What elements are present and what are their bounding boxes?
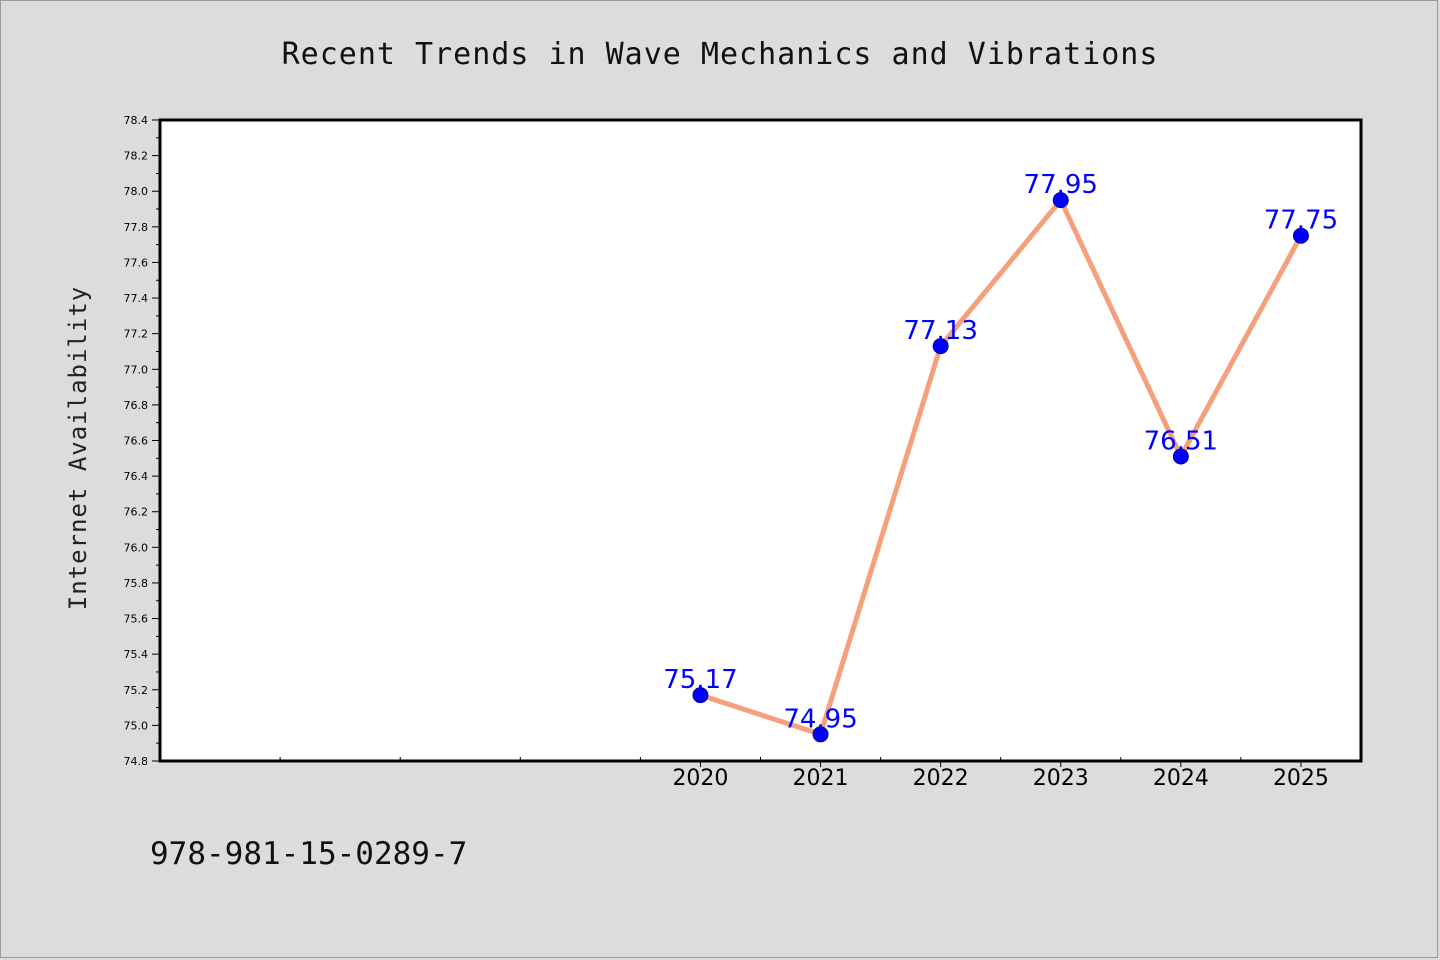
y-tick-label: 75.2 <box>124 684 149 697</box>
x-tick-label: 2023 <box>1033 766 1089 791</box>
x-tick-label: 2024 <box>1153 766 1209 791</box>
data-label: 77.95 <box>1024 170 1098 200</box>
y-tick-label: 77.0 <box>124 363 149 376</box>
data-label: 74.95 <box>783 704 857 734</box>
y-tick-label: 76.8 <box>124 399 149 412</box>
data-point <box>1052 192 1069 209</box>
series-line-layer <box>697 197 1304 737</box>
isbn-text: 978-981-15-0289-7 <box>150 836 467 872</box>
y-tick-label: 76.6 <box>124 435 149 448</box>
chart-title: Recent Trends in Wave Mechanics and Vibr… <box>282 37 1159 72</box>
x-tick-label: 2021 <box>793 766 849 791</box>
y-tick-label: 75.4 <box>124 648 149 661</box>
data-point <box>812 726 829 743</box>
y-tick-label: 74.8 <box>124 755 149 768</box>
y-tick-label: 77.4 <box>124 292 149 305</box>
y-tick-label: 76.4 <box>124 470 149 483</box>
y-tick-label: 75.0 <box>124 719 149 732</box>
data-point <box>1172 448 1189 465</box>
y-axis-label: Internet Availability <box>64 286 92 610</box>
y-tick-label: 77.6 <box>124 256 149 269</box>
y-tick-label: 76.2 <box>124 506 149 519</box>
x-tick-label: 2020 <box>672 766 728 791</box>
plot-area <box>158 118 1363 763</box>
y-tick-label: 77.2 <box>124 328 149 341</box>
y-axis: 74.8 75.0 75.2 75.4 75.6 75.8 76.0 76.2 76.4 76.6… <box>124 114 160 768</box>
y-tick-label: 78.2 <box>124 150 149 163</box>
x-tick-label: 2025 <box>1273 766 1329 791</box>
y-tick-label: 76.0 <box>124 541 149 554</box>
data-label: 77.13 <box>903 316 977 346</box>
labels-layer: 75.17 74.95 77.13 77.95 76.51 77.75 <box>663 170 1338 734</box>
data-point <box>1292 227 1309 244</box>
y-tick-label: 75.8 <box>124 577 149 590</box>
x-axis: 2020 2021 2022 2023 2024 2025 <box>279 757 1362 791</box>
data-point <box>932 338 949 355</box>
data-label: 77.75 <box>1264 206 1338 236</box>
series-line <box>697 197 1304 737</box>
points-layer <box>692 192 1309 743</box>
x-tick-label: 2022 <box>913 766 969 791</box>
y-tick-label: 78.0 <box>124 185 149 198</box>
data-point <box>692 687 709 704</box>
data-label: 76.51 <box>1144 427 1218 457</box>
y-tick-label: 75.6 <box>124 613 149 626</box>
y-tick-label: 77.8 <box>124 221 149 234</box>
data-label: 75.17 <box>663 665 737 695</box>
y-tick-label: 78.4 <box>124 114 149 127</box>
